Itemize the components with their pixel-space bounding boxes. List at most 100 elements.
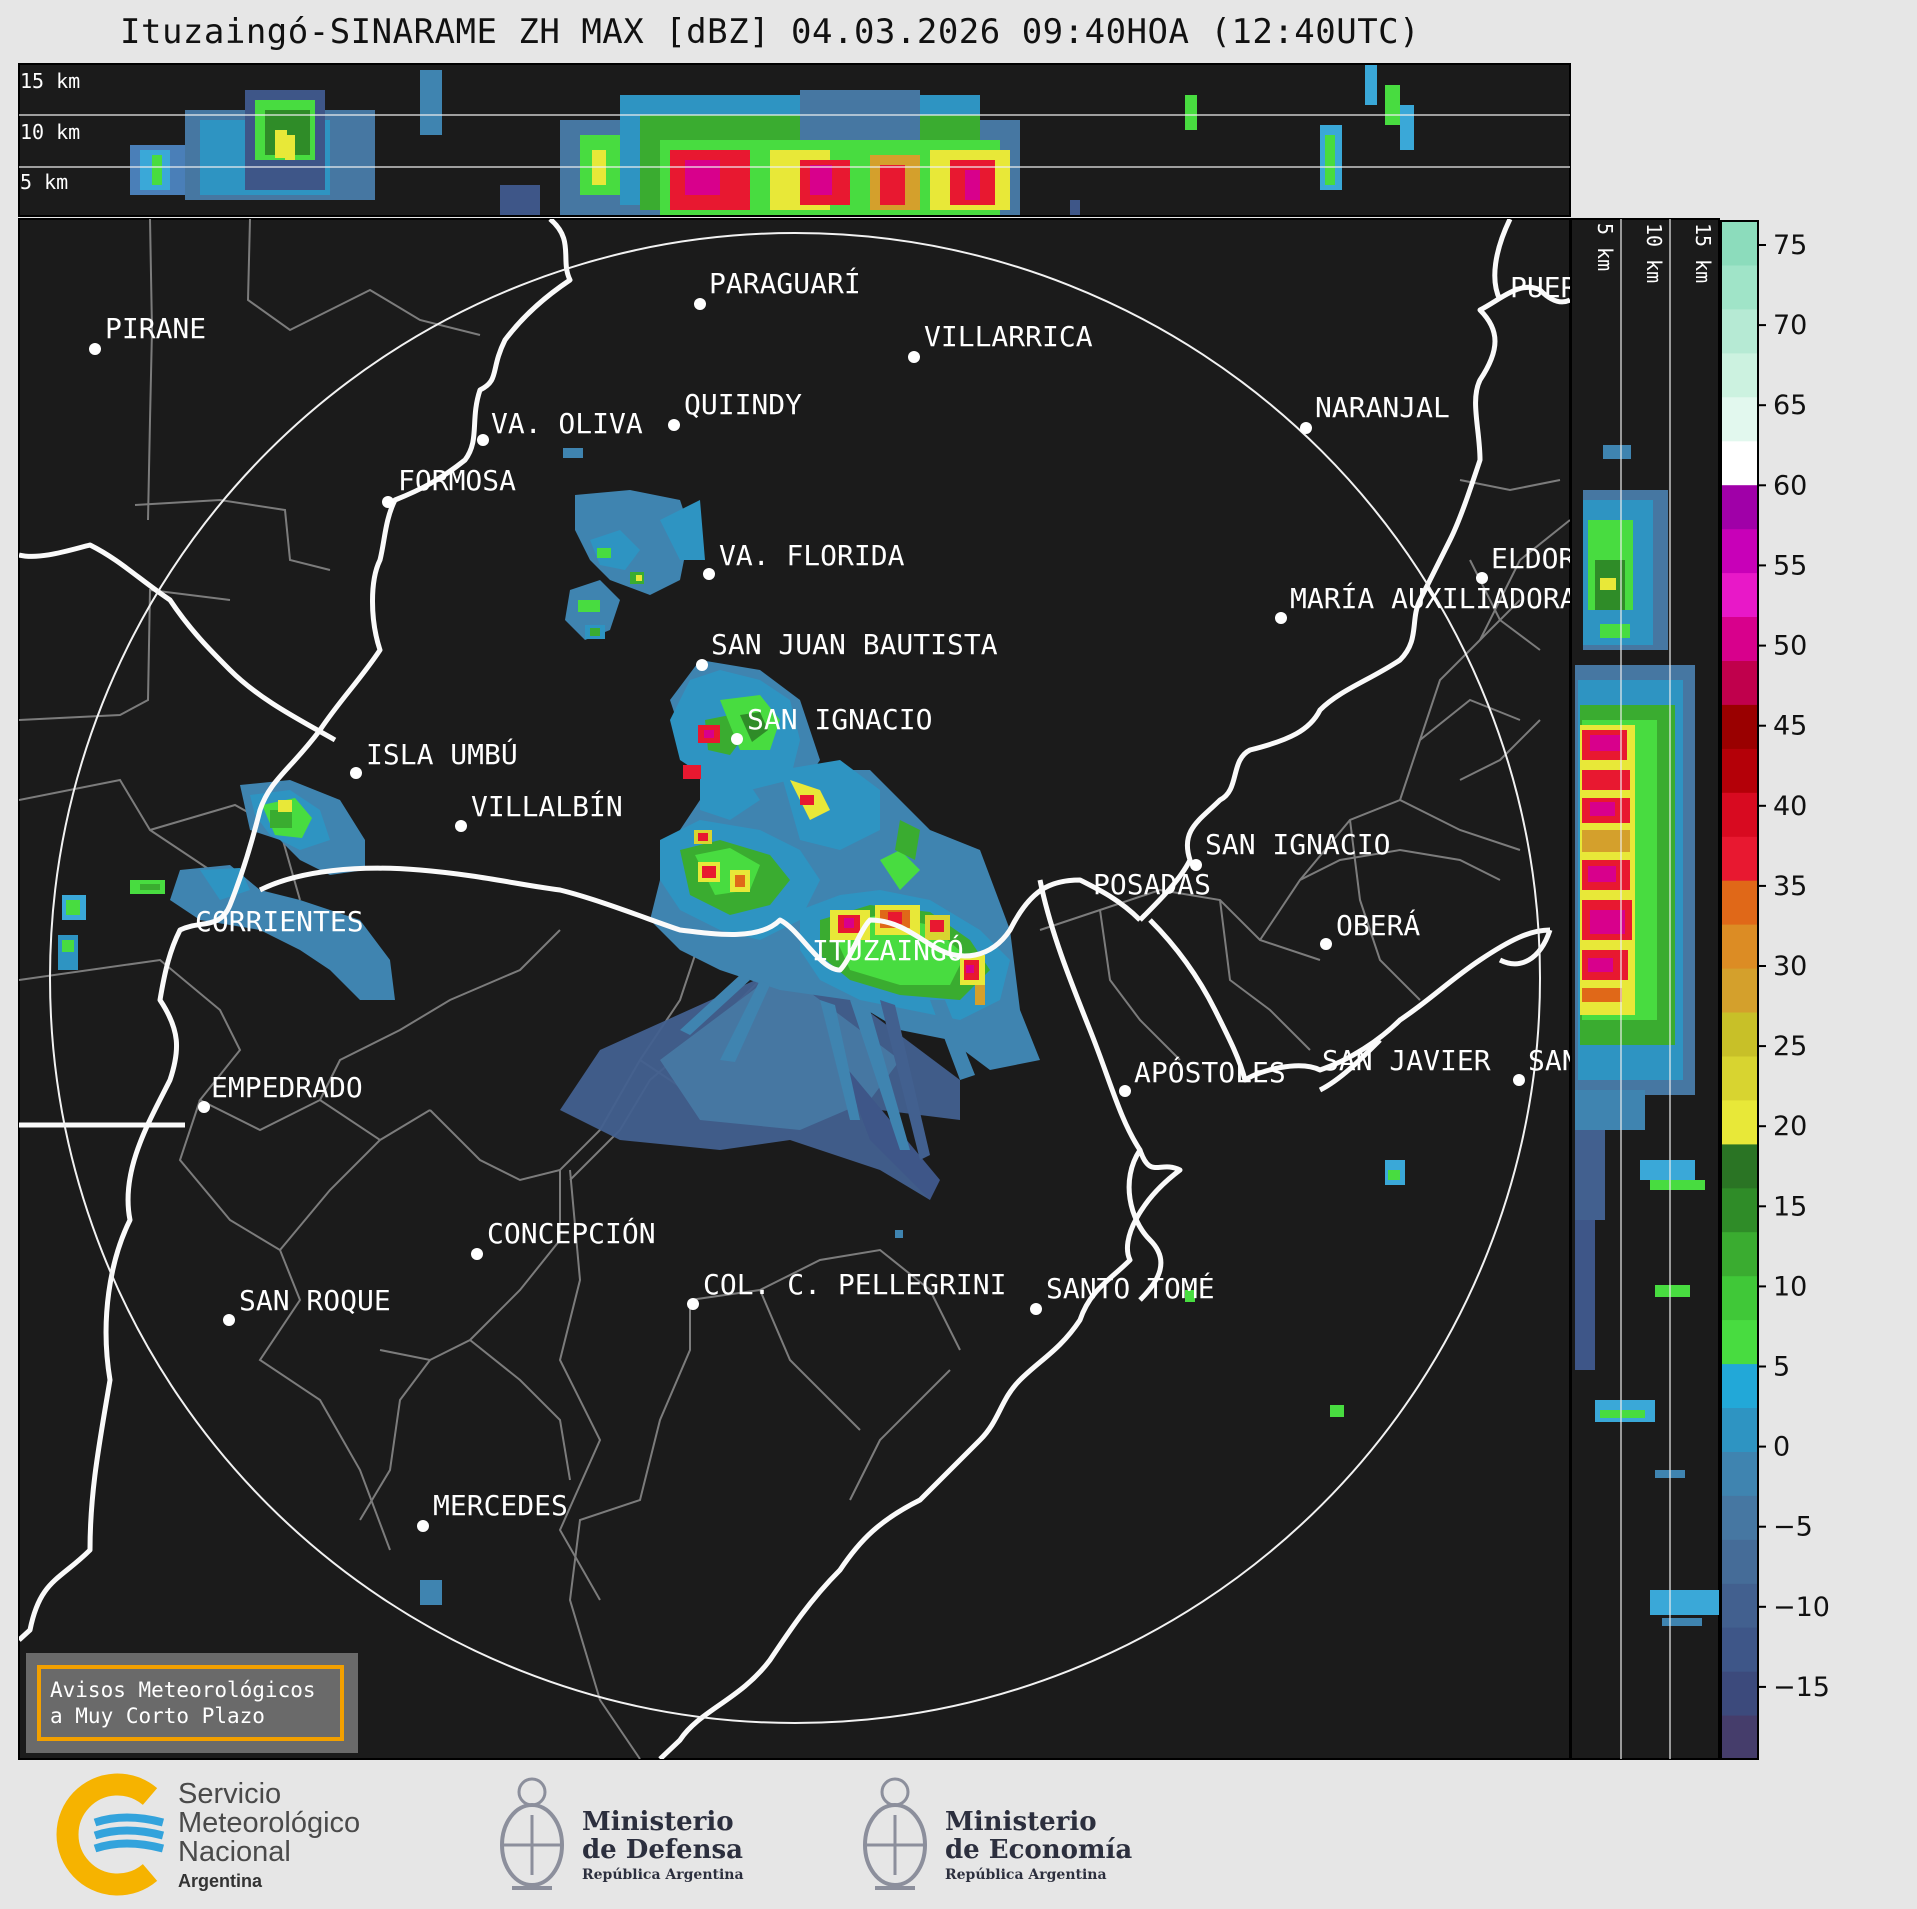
colorbar-tick-label: 30 (1773, 951, 1807, 982)
place-label: APÓSTOLES (1134, 1055, 1286, 1089)
place-marker (455, 820, 467, 832)
colorbar-band (1721, 1319, 1758, 1365)
place-marker (417, 1520, 429, 1532)
place-label: QUIINDY (684, 388, 802, 421)
river-borders (19, 219, 1570, 1759)
place-marker (89, 343, 101, 355)
smn-line3: Nacional (178, 1836, 291, 1868)
colorbar-tick-label: 35 (1773, 871, 1807, 902)
place-marker (694, 298, 706, 310)
defensa-logo-text: Ministerio de Defensa República Argentin… (582, 1808, 744, 1883)
colorbar-band (1721, 1539, 1758, 1584)
colorbar-band (1721, 1231, 1758, 1277)
place-markers: PIRANE PARAGUARÍ VILLARRICA QUIINDY VA. OLIV… (89, 266, 1713, 1532)
warning-line1: Avisos Meteorológicos (50, 1678, 316, 1702)
place-label: OBERÁ (1336, 908, 1420, 942)
place-label: VILLALBÍN (471, 789, 623, 823)
colorbar-band (1721, 484, 1758, 530)
smn-logo-icon (56, 1773, 165, 1896)
radar-site-label: ITUZAINGÓ (812, 933, 964, 967)
place-label: VA. OLIVA (491, 407, 643, 440)
colorbar-tick-label: −10 (1773, 1592, 1830, 1623)
place-label: FORMOSA (398, 464, 516, 497)
colorbar-band (1721, 1055, 1758, 1101)
warning-line2: a Muy Corto Plazo (50, 1704, 265, 1728)
side-label-10km: 10 km (1642, 223, 1666, 283)
place-label: PIRANE (105, 312, 206, 345)
colorbar-band (1721, 968, 1758, 1013)
place-marker (1513, 1074, 1525, 1086)
place-label: PARAGUARÍ (709, 266, 861, 300)
colorbar-tick-label: 65 (1773, 390, 1807, 421)
place-label: SAN VICENTE (1528, 1044, 1713, 1077)
place-label: SAN IGNACIO (1205, 828, 1390, 861)
place-marker (703, 568, 715, 580)
colorbar-band (1721, 1583, 1758, 1628)
colorbar-band (1721, 528, 1758, 574)
colorbar-tick-label: 40 (1773, 791, 1807, 822)
colorbar-tick-label: 45 (1773, 711, 1807, 742)
colorbar-band (1721, 836, 1758, 881)
side-label-5km: 5 km (1593, 223, 1617, 271)
colorbar-tick-label: 0 (1773, 1432, 1790, 1463)
place-label: SAN JUAN BAUTISTA (711, 628, 998, 661)
colorbar-band (1721, 1143, 1758, 1189)
place-label: SAN ROQUE (239, 1284, 391, 1317)
colorbar-band (1721, 1012, 1758, 1057)
defensa-coat-of-arms-icon (500, 1777, 564, 1890)
side-profile-echoes (1575, 445, 1719, 1626)
colorbar-bands (1721, 221, 1758, 1760)
colorbar-band (1721, 924, 1758, 969)
colorbar-tick-label: 10 (1773, 1271, 1807, 1302)
colorbar-frame (1720, 220, 1759, 1760)
place-label: SANTO TOMÉ (1046, 1271, 1215, 1305)
place-marker (1275, 612, 1287, 624)
place-label: VILLARRICA (924, 320, 1093, 353)
colorbar-tick-label: 5 (1773, 1352, 1790, 1383)
top-height-profile: 15 km 10 km 5 km (18, 63, 1571, 217)
colorbar-band (1721, 1627, 1758, 1672)
place-label: EMPEDRADO (211, 1071, 363, 1104)
top-label-10km: 10 km (20, 120, 80, 144)
place-label: CORRIENTES (195, 905, 364, 938)
colorbar-band (1721, 880, 1758, 925)
top-label-15km: 15 km (20, 69, 80, 93)
colorbar-band (1721, 748, 1758, 793)
colorbar-tick-label: −5 (1773, 1512, 1813, 1543)
economia-title1: Ministerio (945, 1807, 1097, 1837)
place-label: SAN JAVIER (1322, 1044, 1491, 1077)
place-marker (1300, 422, 1312, 434)
colorbar-band (1721, 221, 1758, 266)
place-label: COL. C. PELLEGRINI (703, 1268, 1006, 1301)
place-label: POSADAS (1093, 868, 1211, 901)
colorbar-band (1721, 1187, 1758, 1233)
place-label: ISLA UMBÚ (366, 737, 518, 771)
place-label: VA. FLORIDA (719, 539, 905, 572)
colorbar-band (1721, 1363, 1758, 1408)
defensa-title2: de Defensa (582, 1835, 743, 1865)
colorbar-band (1721, 1407, 1758, 1452)
place-marker (731, 733, 743, 745)
reflectivity-echoes (58, 448, 1405, 1605)
colorbar-tick-label: 70 (1773, 310, 1807, 341)
colorbar-tick-label: −15 (1773, 1672, 1830, 1703)
place-marker (1119, 1085, 1131, 1097)
side-label-15km: 15 km (1691, 223, 1715, 283)
warning-box: Avisos Meteorológicos a Muy Corto Plazo (26, 1653, 358, 1753)
place-label: SAN IGNACIO (747, 703, 932, 736)
colorbar-band (1721, 792, 1758, 837)
place-marker (1030, 1303, 1042, 1315)
radar-map: PIRANE PARAGUARÍ VILLARRICA QUIINDY VA. OLIV… (18, 218, 1713, 1760)
colorbar-band (1721, 704, 1758, 749)
side-height-profile: 5 km 10 km 15 km (1570, 218, 1720, 1760)
economia-title2: de Economía (945, 1835, 1133, 1865)
place-label: NARANJAL (1315, 391, 1450, 424)
range-ring (49, 232, 1541, 1724)
colorbar-tick-label: 15 (1773, 1191, 1807, 1222)
place-marker (687, 1298, 699, 1310)
place-marker (908, 351, 920, 363)
colorbar-tick-label: 60 (1773, 470, 1807, 501)
